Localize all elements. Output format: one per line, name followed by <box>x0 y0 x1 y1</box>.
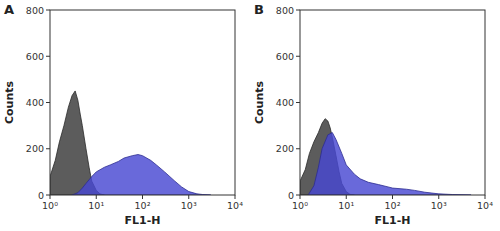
y-tick <box>46 148 50 149</box>
y-tick-label: 800 <box>26 5 44 16</box>
histogram-area <box>308 133 471 195</box>
y-tick-label: 0 <box>38 190 44 201</box>
x-tick <box>485 195 486 199</box>
panel: B 0 200 400 600 800 10⁰ 10¹ 10² 10³ 10⁴ FL1-H Counts <box>253 2 493 227</box>
y-tick <box>296 102 300 103</box>
x-tick <box>96 195 97 199</box>
y-tick <box>296 56 300 57</box>
x-tick <box>142 195 143 199</box>
y-tick <box>296 10 300 11</box>
x-axis-title: FL1-H <box>125 214 161 227</box>
y-axis-title: Counts <box>253 81 266 125</box>
y-axis-title: Counts <box>3 81 16 125</box>
y-tick-label: 600 <box>276 51 294 62</box>
x-tick-label: 10⁰ <box>42 200 58 211</box>
x-tick-label: 10³ <box>181 200 197 211</box>
y-tick <box>46 195 50 196</box>
panel: A 0 200 400 600 800 10⁰ 10¹ 10² 10³ 10⁴ FL1-H Counts <box>3 2 243 227</box>
x-tick-label: 10³ <box>431 200 447 211</box>
y-tick-label: 200 <box>26 143 44 154</box>
plot-data <box>50 91 211 195</box>
plot-data <box>300 119 471 195</box>
x-tick-label: 10¹ <box>338 200 354 211</box>
y-tick-label: 600 <box>26 51 44 62</box>
y-tick <box>46 102 50 103</box>
y-tick <box>296 195 300 196</box>
x-tick-label: 10¹ <box>88 200 104 211</box>
x-tick <box>438 195 439 199</box>
x-tick-label: 10² <box>385 200 401 211</box>
x-tick <box>346 195 347 199</box>
x-tick-label: 10⁴ <box>477 200 493 211</box>
x-tick-label: 10⁴ <box>227 200 243 211</box>
plot-frame <box>50 10 235 195</box>
y-tick <box>46 56 50 57</box>
y-tick <box>46 10 50 11</box>
y-tick-label: 200 <box>276 143 294 154</box>
x-tick-label: 10⁰ <box>292 200 308 211</box>
plot-frame <box>300 10 485 195</box>
x-tick-label: 10² <box>135 200 151 211</box>
x-tick <box>300 195 301 199</box>
y-tick-label: 0 <box>288 190 294 201</box>
y-tick <box>296 148 300 149</box>
x-tick <box>188 195 189 199</box>
y-tick-label: 400 <box>26 97 44 108</box>
x-tick <box>392 195 393 199</box>
x-tick <box>235 195 236 199</box>
histogram-area <box>72 155 211 195</box>
x-tick <box>50 195 51 199</box>
panel-label: A <box>4 2 14 17</box>
figure: A 0 200 400 600 800 10⁰ 10¹ 10² 10³ 10⁴ FL1-H Counts… <box>0 0 500 231</box>
y-tick-label: 800 <box>276 5 294 16</box>
panel-label: B <box>254 2 264 17</box>
y-tick-label: 400 <box>276 97 294 108</box>
x-axis-title: FL1-H <box>375 214 411 227</box>
